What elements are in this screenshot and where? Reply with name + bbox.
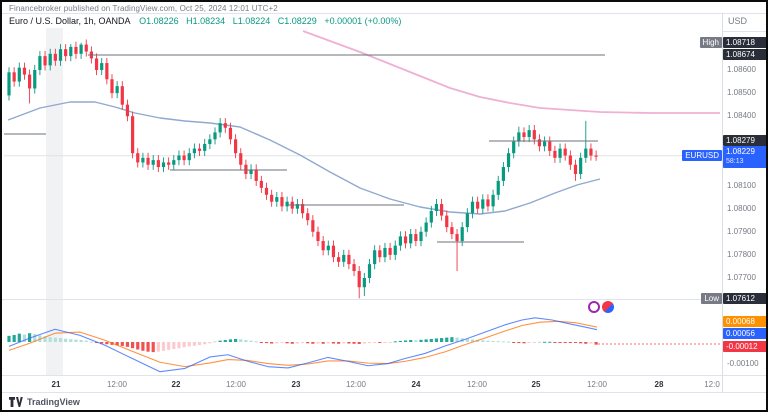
ohlc-high-value: 1.08234	[192, 16, 226, 26]
macd-signal-line	[8, 320, 598, 368]
time-axis-tick: 22	[171, 380, 181, 389]
current-price-badge[interactable]: 1.08229 58:13	[723, 146, 767, 168]
change-value: +0.00001 (+0.00%)	[324, 16, 402, 26]
time-axis-tick: 25	[531, 380, 541, 389]
macd-hist-value-badge: -0.00012	[723, 341, 768, 352]
ohlc-open-label: O	[139, 16, 147, 26]
time-axis-tick: 28	[654, 380, 664, 389]
ohlc-low-label: L	[232, 16, 238, 26]
tradingview-logo-icon	[9, 397, 23, 407]
sticker-target-icon[interactable]	[602, 301, 614, 313]
time-axis-tick: 12:00	[106, 380, 128, 389]
pane-divider[interactable]	[2, 299, 766, 300]
tradingview-logo: TradingView	[9, 397, 80, 407]
price-axis-tick: 1.08400	[727, 111, 756, 121]
ohlc-high-label: H	[186, 16, 193, 26]
time-axis-tick: 24	[411, 380, 421, 389]
time-axis-tick: 12:00	[586, 380, 608, 389]
price-axis-tick: 1.08500	[727, 88, 756, 98]
price-axis-tick: 1.08100	[727, 180, 756, 190]
ohlc-close-label: C	[277, 16, 285, 26]
time-axis-tick: 23	[291, 380, 301, 389]
main-pane	[4, 30, 722, 299]
price-axis-tick: 1.07800	[727, 249, 756, 259]
symbol-badge[interactable]: EURUSD	[682, 150, 722, 161]
ma-fast-line	[7, 101, 601, 215]
price-axis-tick: 1.07900	[727, 226, 756, 236]
macd-line	[8, 317, 598, 373]
resistance-line-price-badge: 1.08279	[723, 135, 767, 146]
ohlc-open-value: 1.08226	[146, 16, 179, 26]
time-axis-tick: 12:00	[225, 380, 247, 389]
time-axis-divider	[2, 375, 766, 376]
time-axis-tick: 12:00	[466, 380, 488, 389]
macd-axis-tick: -0.00100	[727, 359, 759, 368]
price-axis-tick: 1.07700	[727, 272, 756, 282]
attribution-divider	[2, 13, 766, 14]
time-axis-tick: 12:00	[345, 380, 367, 389]
price-axis-tick: 1.08600	[727, 65, 756, 74]
bar-countdown: 58:13	[726, 158, 744, 165]
macd-signal-value-badge: 0.00068	[723, 316, 768, 327]
time-axis-tick: 21	[51, 380, 61, 389]
price-axis-tick: 1.08000	[727, 203, 756, 213]
sticker-circle-icon[interactable]	[588, 301, 600, 313]
price-axis-border	[722, 13, 723, 392]
macd-value-badge: 0.00056	[723, 328, 768, 339]
symbol-title[interactable]: Euro / U.S. Dollar, 1h, OANDA	[9, 16, 131, 26]
macd-pane	[7, 317, 722, 373]
low-label-badge: Low	[701, 293, 722, 304]
session-highlight-band	[46, 28, 63, 375]
footer-divider	[2, 392, 766, 393]
upper-line-price-badge: 1.08674	[723, 49, 767, 60]
ohlc-close-value: 1.08229	[284, 16, 317, 26]
axis-currency-label[interactable]: USD	[722, 16, 766, 32]
low-price-badge: 1.07612	[723, 293, 767, 304]
ohlc-low-value: 1.08224	[237, 16, 271, 26]
tradingview-logo-text: TradingView	[27, 397, 80, 407]
current-price-value: 1.08229	[726, 147, 755, 156]
high-label-badge: High	[699, 37, 722, 48]
candles	[7, 39, 598, 299]
symbol-info-row[interactable]: Euro / U.S. Dollar, 1h, OANDA O1.08226 H…	[9, 16, 406, 26]
time-axis-tick: 12:0	[704, 380, 720, 389]
ma-slow-line	[302, 30, 720, 114]
high-price-badge: 1.08718	[723, 37, 767, 48]
attribution-text: Financebroker published on TradingView.c…	[9, 4, 278, 13]
